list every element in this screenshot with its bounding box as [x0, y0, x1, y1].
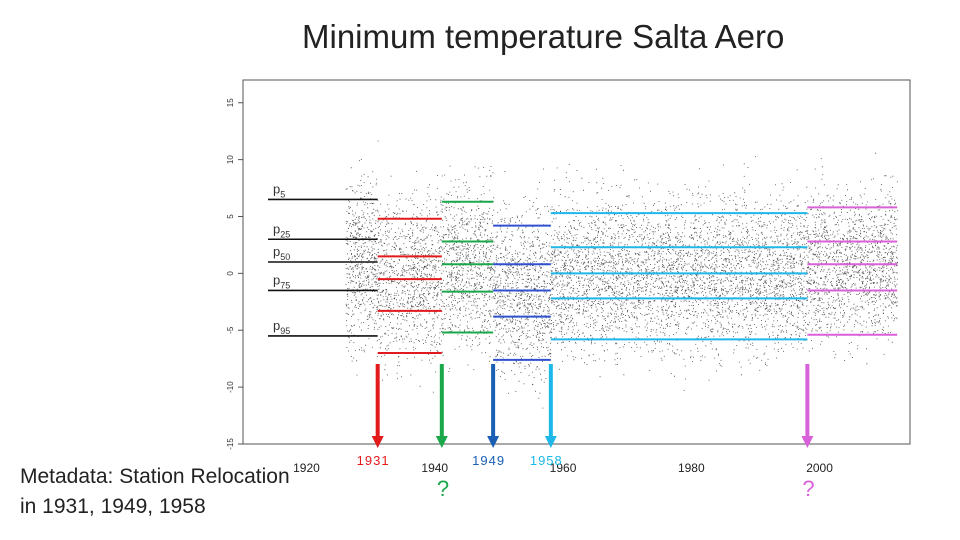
y-tick-label: -10: [226, 381, 235, 393]
percentile-label: p95: [273, 318, 290, 336]
percentile-reference-lines: [268, 198, 378, 337]
percentile-segments: [377, 200, 898, 361]
y-axis-ticks: -15 -10 -5 0 5 10 15: [226, 98, 243, 450]
plot-border: [242, 79, 911, 445]
event-arrows: [371, 364, 814, 448]
event-arrow-head: [544, 436, 557, 448]
y-tick-label: 10: [226, 155, 235, 164]
y-tick-label: 0: [226, 271, 235, 276]
event-arrow-head: [801, 436, 814, 448]
plot-frame: [242, 79, 911, 445]
scatter-points: [345, 140, 899, 409]
event-year-label: 1958: [529, 453, 563, 468]
metadata-note: Metadata: Station Relocation in 1931, 19…: [20, 462, 290, 522]
chart-title: Minimum temperature Salta Aero: [302, 18, 785, 55]
y-tick-label: -5: [226, 326, 235, 334]
event-year-label: 1949: [472, 453, 506, 468]
event-question-label: ?: [436, 476, 450, 501]
event-question-label: ?: [802, 476, 815, 501]
x-tick-label: 1980: [677, 461, 705, 475]
scatter-dots: [345, 140, 899, 409]
event-year-label: 1931: [356, 453, 390, 468]
event-arrow-head: [487, 436, 500, 448]
y-tick-label: -15: [226, 438, 235, 450]
metadata-line-2: in 1931, 1949, 1958: [20, 495, 206, 518]
metadata-line-1: Metadata: Station Relocation: [20, 465, 290, 488]
percentile-labels: p5 p25 p50 p75 p95: [273, 181, 290, 336]
percentile-label: p5: [273, 181, 285, 199]
percentile-label: p50: [273, 244, 290, 262]
y-tick-label: 5: [226, 214, 235, 219]
x-tick-label: 1940: [421, 461, 449, 475]
x-tick-label: 2000: [806, 461, 833, 475]
event-arrow-head: [371, 436, 384, 448]
event-arrow-head: [435, 436, 448, 448]
y-tick-label: 15: [226, 98, 235, 107]
x-tick-label: 1960: [549, 461, 577, 475]
x-tick-label: 1920: [293, 461, 320, 475]
percentile-label: p25: [273, 221, 290, 239]
percentile-label: p75: [273, 272, 290, 290]
